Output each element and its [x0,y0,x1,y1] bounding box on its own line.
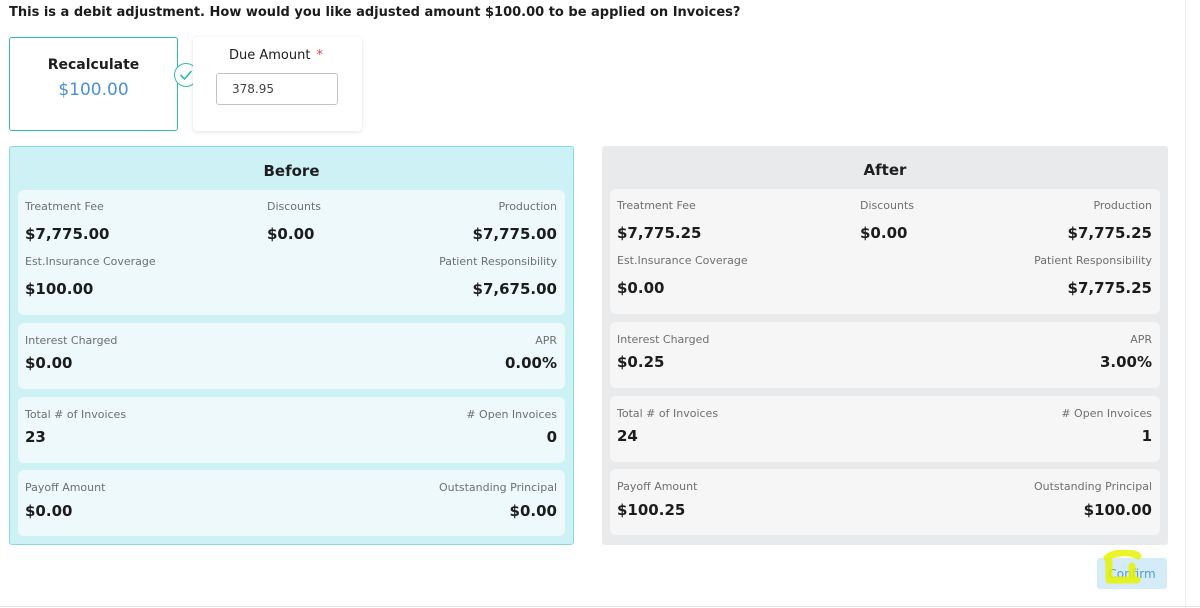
est-insurance-label: Est.Insurance Coverage [25,255,156,268]
patient-responsibility-label: Patient Responsibility [439,255,557,268]
discounts-label: Discounts [860,199,915,212]
production-label: Production [498,200,557,213]
est-insurance-value: $100.00 [25,280,94,298]
interest-charged-value: $0.00 [25,354,73,372]
patient-responsibility-value: $7,775.25 [1067,279,1152,297]
before-interest-section: Interest Charged $0.00 APR 0.00% [18,323,565,389]
total-invoices-value: 23 [25,428,46,446]
apr-value: 3.00% [1099,353,1152,371]
production-value: $7,775.25 [1067,224,1152,242]
outstanding-principal-label: Outstanding Principal [1033,480,1152,493]
after-panel-title: After [863,161,907,179]
interest-charged-label: Interest Charged [617,333,710,346]
due-amount-label: Due Amount * [229,48,323,63]
payoff-amount-label: Payoff Amount [25,481,106,494]
payoff-amount-value: $0.00 [25,502,73,520]
before-payoff-section: Payoff Amount $0.00 Outstanding Principa… [18,470,565,536]
payoff-amount-label: Payoff Amount [617,480,698,493]
open-invoices-label: # Open Invoices [466,408,557,421]
payoff-amount-value: $100.25 [617,501,686,519]
open-invoices-value: 1 [1141,427,1152,445]
apr-label: APR [535,334,557,347]
after-invoices-section: Total # of Invoices 24 # Open Invoices 1 [610,396,1160,462]
recalculate-title: Recalculate [47,57,140,73]
outstanding-principal-value: $0.00 [509,502,557,520]
apr-value: 0.00% [504,354,557,372]
patient-responsibility-value: $7,675.00 [472,280,557,298]
interest-charged-label: Interest Charged [25,334,118,347]
confirm-button[interactable]: Confirm [1097,558,1167,589]
discounts-value: $0.00 [267,225,315,243]
open-invoices-label: # Open Invoices [1061,407,1152,420]
treatment-fee-label: Treatment Fee [617,199,696,212]
before-invoices-section: Total # of Invoices 23 # Open Invoices 0 [18,397,565,463]
production-label: Production [1093,199,1152,212]
required-mark: * [316,48,323,63]
treatment-fee-value: $7,775.00 [25,225,110,243]
due-amount-option-card[interactable]: Due Amount * [193,37,362,131]
after-payoff-section: Payoff Amount $100.25 Outstanding Princi… [610,469,1160,535]
bottom-divider [0,606,1200,607]
due-amount-input[interactable] [216,73,338,105]
total-invoices-label: Total # of Invoices [617,407,719,420]
after-interest-section: Interest Charged $0.25 APR 3.00% [610,322,1160,388]
after-panel: After Treatment Fee $7,775.25 Discounts … [602,146,1168,545]
discounts-label: Discounts [267,200,322,213]
total-invoices-value: 24 [617,427,638,445]
due-amount-label-text: Due Amount [229,48,311,63]
apr-label: APR [1130,333,1152,346]
outstanding-principal-value: $100.00 [1083,501,1152,519]
content-edge-divider [1185,0,1186,608]
est-insurance-label: Est.Insurance Coverage [617,254,748,267]
recalculate-amount: $100.00 [58,80,129,100]
adjustment-question: This is a debit adjustment. How would yo… [9,5,741,20]
after-summary-section: Treatment Fee $7,775.25 Discounts $0.00 … [610,189,1160,314]
open-invoices-value: 0 [546,428,557,446]
outstanding-principal-label: Outstanding Principal [438,481,557,494]
est-insurance-value: $0.00 [617,279,665,297]
patient-responsibility-label: Patient Responsibility [1034,254,1152,267]
before-summary-section: Treatment Fee $7,775.00 Discounts $0.00 … [18,190,565,315]
production-value: $7,775.00 [472,225,557,243]
treatment-fee-value: $7,775.25 [617,224,702,242]
total-invoices-label: Total # of Invoices [25,408,127,421]
discounts-value: $0.00 [860,224,908,242]
before-panel: Before Treatment Fee $7,775.00 Discounts… [9,146,574,545]
treatment-fee-label: Treatment Fee [25,200,104,213]
before-panel-title: Before [263,162,320,180]
interest-charged-value: $0.25 [617,353,665,371]
recalculate-option-card[interactable]: Recalculate $100.00 [9,37,198,131]
